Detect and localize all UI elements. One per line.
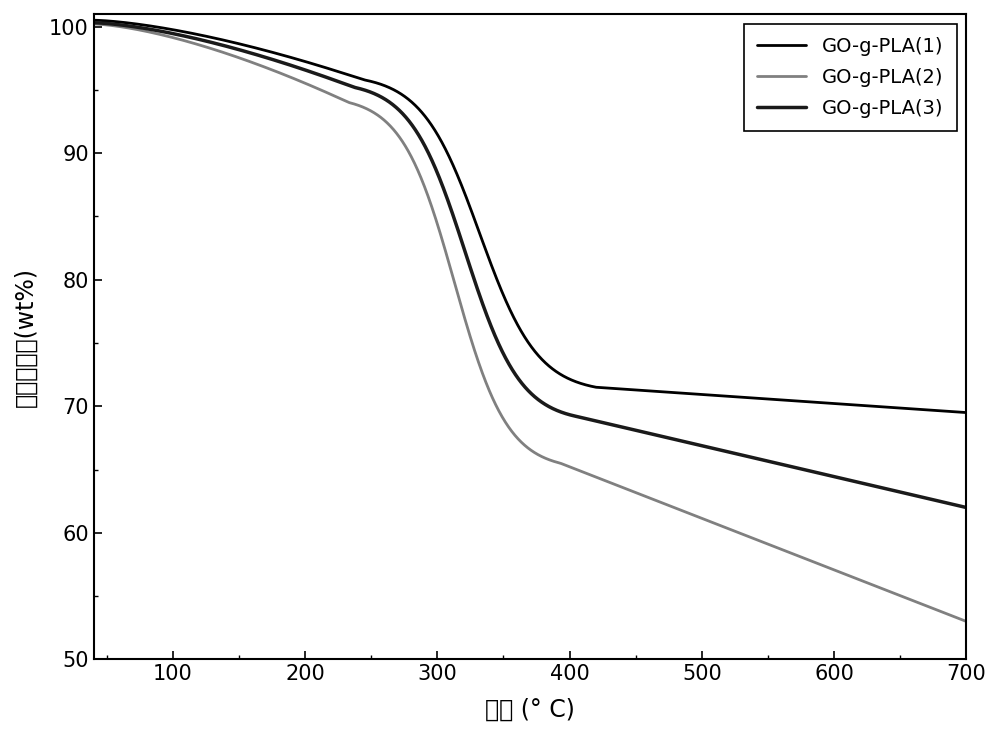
GO-g-PLA(2) (849, 573, 861, 582)
GO-g-PLA(1) (187, 29, 199, 38)
GO-g-PLA(2) (88, 20, 100, 29)
GO-g-PLA(3) (88, 18, 100, 27)
GO-g-PLA(2) (422, 192, 434, 201)
GO-g-PLA(1) (239, 40, 251, 49)
GO-g-PLA(3) (943, 499, 955, 508)
GO-g-PLA(3) (849, 477, 861, 486)
X-axis label: 温度 (° C): 温度 (° C) (485, 698, 575, 722)
GO-g-PLA(1) (460, 192, 472, 201)
GO-g-PLA(2) (460, 319, 472, 328)
GO-g-PLA(2) (943, 610, 955, 619)
GO-g-PLA(2) (960, 617, 972, 626)
GO-g-PLA(3) (960, 503, 972, 512)
GO-g-PLA(2) (187, 39, 199, 48)
Legend: GO-g-PLA(1), GO-g-PLA(2), GO-g-PLA(3): GO-g-PLA(1), GO-g-PLA(2), GO-g-PLA(3) (744, 24, 957, 131)
GO-g-PLA(3) (187, 34, 199, 43)
GO-g-PLA(1) (849, 400, 861, 409)
GO-g-PLA(1) (88, 15, 100, 24)
Line: GO-g-PLA(1): GO-g-PLA(1) (94, 20, 966, 413)
GO-g-PLA(1) (960, 408, 972, 417)
GO-g-PLA(1) (943, 407, 955, 416)
Line: GO-g-PLA(2): GO-g-PLA(2) (94, 24, 966, 621)
GO-g-PLA(3) (422, 148, 434, 157)
Y-axis label: 重量保留率(wt%): 重量保留率(wt%) (14, 266, 38, 406)
Line: GO-g-PLA(3): GO-g-PLA(3) (94, 23, 966, 508)
GO-g-PLA(3) (239, 47, 251, 56)
GO-g-PLA(2) (239, 55, 251, 64)
GO-g-PLA(3) (460, 250, 472, 259)
GO-g-PLA(1) (422, 116, 434, 125)
